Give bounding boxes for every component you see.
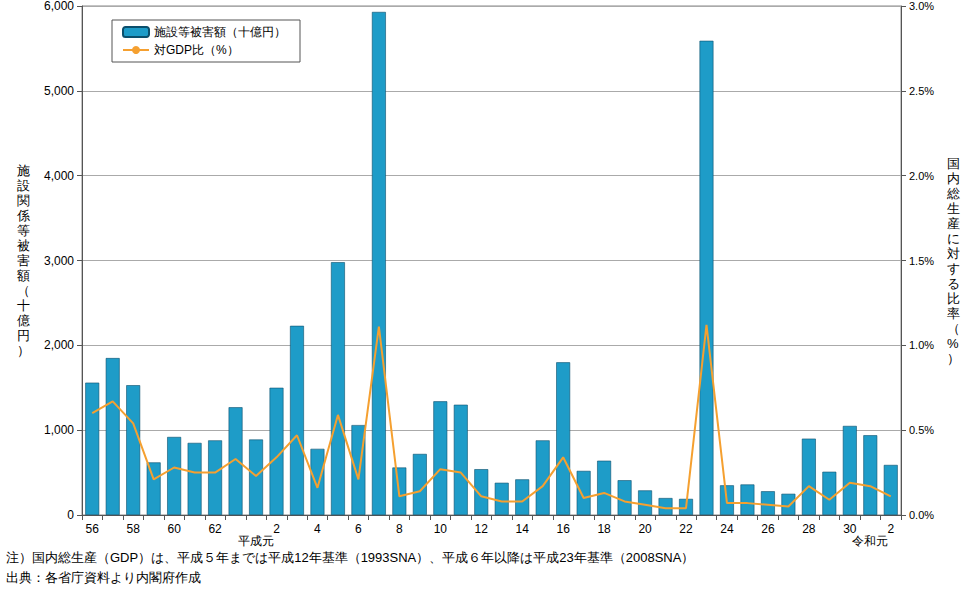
svg-text:2,000: 2,000 — [44, 338, 74, 352]
svg-text:内: 内 — [947, 171, 960, 186]
svg-text:対: 対 — [947, 246, 960, 261]
svg-text:24: 24 — [720, 522, 734, 536]
svg-text:62: 62 — [208, 522, 222, 536]
svg-text:1.5%: 1.5% — [909, 255, 934, 267]
svg-text:平成元: 平成元 — [238, 534, 274, 548]
svg-text:%: % — [947, 336, 959, 351]
svg-text:）: ） — [17, 343, 30, 358]
svg-text:被: 被 — [17, 238, 30, 253]
svg-text:8: 8 — [396, 522, 403, 536]
svg-text:す: す — [947, 261, 960, 276]
svg-text:施: 施 — [17, 163, 30, 178]
svg-text:注）国内総生産（GDP）は、平成５年までは平成12年基準（1: 注）国内総生産（GDP）は、平成５年までは平成12年基準（1993SNA）、平成… — [6, 550, 694, 565]
svg-text:比: 比 — [947, 291, 960, 306]
svg-text:（: （ — [17, 283, 30, 298]
svg-text:生: 生 — [947, 201, 960, 216]
svg-text:26: 26 — [761, 522, 775, 536]
svg-text:0.0%: 0.0% — [909, 509, 934, 521]
svg-text:1.0%: 1.0% — [909, 339, 934, 351]
svg-text:14: 14 — [516, 522, 530, 536]
svg-text:1,000: 1,000 — [44, 423, 74, 437]
svg-text:令和元: 令和元 — [852, 534, 888, 548]
svg-text:6,000: 6,000 — [44, 0, 74, 13]
svg-text:22: 22 — [679, 522, 693, 536]
svg-text:0.5%: 0.5% — [909, 424, 934, 436]
svg-text:設: 設 — [17, 178, 30, 193]
svg-text:3.0%: 3.0% — [909, 0, 934, 12]
svg-text:施設等被害額（十億円）: 施設等被害額（十億円） — [154, 25, 286, 39]
svg-text:12: 12 — [475, 522, 489, 536]
svg-text:3,000: 3,000 — [44, 254, 74, 268]
svg-text:4: 4 — [314, 522, 321, 536]
svg-text:出典：各省庁資料より内閣府作成: 出典：各省庁資料より内閣府作成 — [6, 570, 201, 585]
svg-text:18: 18 — [597, 522, 611, 536]
svg-text:2.0%: 2.0% — [909, 170, 934, 182]
svg-text:に: に — [947, 231, 960, 246]
svg-text:5,000: 5,000 — [44, 84, 74, 98]
svg-text:関: 関 — [17, 193, 30, 208]
svg-text:2: 2 — [887, 522, 894, 536]
svg-text:4,000: 4,000 — [44, 169, 74, 183]
svg-text:る: る — [947, 276, 960, 291]
svg-text:6: 6 — [355, 522, 362, 536]
svg-text:2.5%: 2.5% — [909, 85, 934, 97]
svg-text:0: 0 — [67, 508, 74, 522]
svg-text:16: 16 — [556, 522, 570, 536]
svg-text:円: 円 — [17, 328, 30, 343]
svg-text:億: 億 — [17, 313, 30, 328]
svg-text:）: ） — [947, 351, 960, 366]
svg-text:（: （ — [947, 321, 960, 336]
svg-text:20: 20 — [638, 522, 652, 536]
svg-text:額: 額 — [17, 268, 30, 283]
svg-text:30: 30 — [843, 522, 857, 536]
svg-text:率: 率 — [947, 306, 960, 321]
svg-text:60: 60 — [167, 522, 181, 536]
svg-text:等: 等 — [17, 223, 30, 238]
svg-text:対GDP比（%）: 対GDP比（%） — [154, 43, 239, 57]
svg-text:係: 係 — [16, 208, 30, 223]
svg-text:56: 56 — [86, 522, 100, 536]
svg-text:国: 国 — [947, 156, 960, 171]
svg-text:総: 総 — [946, 186, 960, 201]
svg-text:産: 産 — [947, 216, 960, 231]
svg-text:2: 2 — [273, 522, 280, 536]
svg-text:10: 10 — [434, 522, 448, 536]
svg-text:28: 28 — [802, 522, 816, 536]
svg-text:58: 58 — [127, 522, 141, 536]
svg-text:害: 害 — [17, 253, 30, 268]
svg-text:十: 十 — [17, 298, 30, 313]
